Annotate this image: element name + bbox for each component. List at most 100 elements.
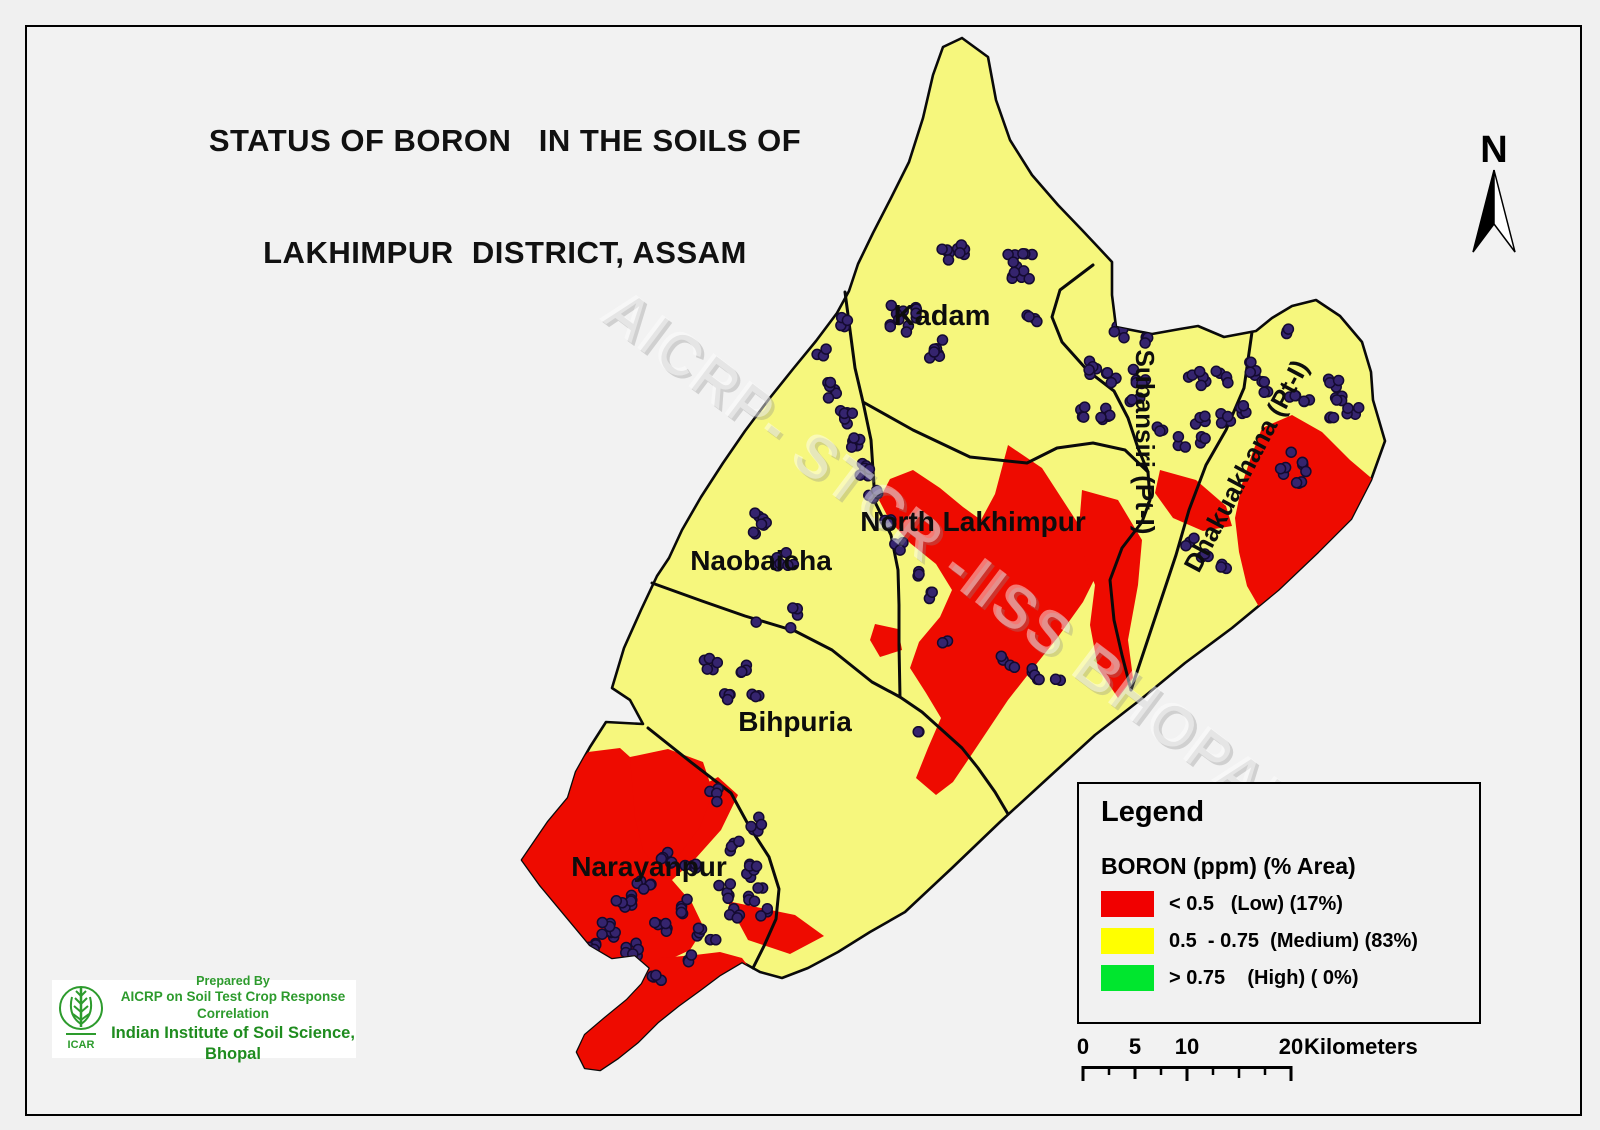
sample-site-dot [679, 859, 691, 872]
sample-site-dot [537, 908, 550, 921]
sample-site-dot [701, 663, 714, 675]
sample-site-dot [846, 407, 859, 419]
sample-site-dot [885, 299, 898, 312]
sample-site-dot [1290, 477, 1303, 489]
sample-site-dot [755, 818, 768, 831]
scale-bar: 0 5 10 20 Kilometers [1066, 1034, 1426, 1104]
map-title-line1: STATUS OF BORON IN THE SOILS OF [208, 123, 802, 159]
sample-site-dot [1237, 399, 1250, 412]
scale-tick-label-10: 10 [1174, 1034, 1200, 1059]
sample-site-dot [894, 544, 906, 556]
sample-site-dot [736, 665, 748, 678]
sample-site-dot [543, 901, 555, 914]
region-label-kadam: Kadam [894, 300, 991, 332]
sample-site-dot [1083, 364, 1095, 376]
map-title: STATUS OF BORON IN THE SOILS OF LAKHIMPU… [175, 48, 835, 346]
sample-site-dot [659, 917, 672, 930]
sample-site-dot [690, 858, 702, 871]
sample-site-dot [749, 690, 762, 703]
sample-site-dot [782, 559, 794, 572]
sample-site-dot [1332, 374, 1345, 387]
low-boron-zone-east [1235, 415, 1376, 612]
sample-site-dot [1274, 462, 1287, 475]
region-label-north-lakhimpur: North Lakhimpur [860, 506, 1086, 537]
sample-site-dot [1215, 561, 1227, 573]
sample-site-dot [1154, 425, 1166, 437]
sample-site-dot [750, 860, 763, 873]
sample-site-dot [1139, 337, 1151, 349]
sample-site-dot [848, 432, 860, 444]
sample-site-dot [1199, 432, 1211, 445]
sample-site-dot [1049, 673, 1062, 686]
sample-site-dot [692, 922, 705, 934]
sample-site-dot [1245, 356, 1257, 368]
sample-site-dot [551, 931, 564, 944]
scale-tick-label-20: 20 [1278, 1034, 1304, 1059]
legend-label-medium: 0.5 - 0.75 (Medium) (83%) [1169, 929, 1418, 952]
sample-site-dot [822, 392, 835, 404]
sample-site-dot [722, 892, 734, 905]
legend-row-medium: 0.5 - 0.75 (Medium) (83%) [1101, 928, 1479, 954]
north-label: N [1480, 129, 1507, 171]
sample-site-dot [731, 912, 744, 924]
sample-site-dot [1007, 256, 1020, 268]
sample-site-dot [1298, 395, 1310, 408]
sample-site-dot [1172, 430, 1185, 443]
sample-site-dot [926, 586, 938, 598]
sample-site-dot [755, 910, 767, 922]
sample-site-dot [1199, 548, 1211, 560]
sample-site-dot [1180, 539, 1192, 552]
sample-site-dot [1078, 401, 1091, 413]
sample-site-dot [543, 910, 555, 922]
low-boron-zone-bihpuria [630, 749, 713, 871]
sample-site-dot [1136, 377, 1148, 390]
sample-site-dot [582, 946, 594, 958]
sample-site-dot [616, 969, 628, 981]
sample-site-dot [637, 883, 650, 895]
sample-site-dot [1285, 446, 1297, 458]
sample-site-dot [675, 906, 688, 919]
sample-site-dot [1188, 532, 1200, 544]
legend-swatch-medium [1101, 928, 1154, 954]
sample-site-dot [910, 307, 922, 320]
icar-logo: ICAR [59, 986, 103, 1051]
sample-site-dot [936, 637, 949, 649]
sample-site-dot [1002, 248, 1014, 261]
north-arrow-right-half [1493, 169, 1516, 253]
north-arrow-left-half [1472, 169, 1495, 253]
sample-site-dot [1118, 331, 1130, 344]
sample-site-dot [569, 953, 581, 966]
sample-site-dot [1008, 661, 1021, 674]
sample-site-dot [685, 949, 698, 961]
sample-site-dot [1108, 325, 1121, 338]
sample-sites-layer [537, 239, 1365, 989]
sample-site-dot [841, 314, 854, 327]
region-label-naobaicha: Naobaicha [690, 545, 832, 576]
sample-site-dot [884, 320, 897, 333]
sample-site-dot [893, 313, 905, 326]
sample-site-dot [574, 949, 586, 961]
legend-swatch-low [1101, 891, 1154, 917]
sample-site-dot [748, 895, 761, 907]
map-title-line2: LAKHIMPUR DISTRICT, ASSAM [263, 234, 747, 270]
sample-site-dot [1077, 411, 1090, 423]
sample-site-dot [596, 928, 608, 940]
sample-site-dot [721, 693, 734, 706]
sample-site-dot [954, 247, 966, 259]
sample-site-dot [613, 965, 626, 977]
block-boundary-naobaicha-bihpuria [650, 581, 1010, 816]
block-boundary-narayanpur-bihpuria [646, 726, 781, 970]
sample-site-dot [1300, 465, 1312, 478]
sample-site-dot [863, 463, 876, 475]
sample-site-dot [553, 921, 565, 934]
scale-tick-label-5: 5 [1128, 1034, 1142, 1059]
sample-site-dot [610, 895, 623, 907]
sample-site-dot [747, 526, 760, 538]
legend-subtitle: BORON (ppm) (% Area) [1101, 853, 1356, 879]
sample-site-dot [593, 973, 605, 985]
prepared-by-line3: Indian Institute of Soil Science, Bhopal [111, 1024, 355, 1063]
prepared-by-line2: AICRP on Soil Test Crop Response Correla… [120, 989, 346, 1022]
legend-swatch-high [1101, 965, 1154, 991]
sample-site-dot [936, 243, 948, 255]
